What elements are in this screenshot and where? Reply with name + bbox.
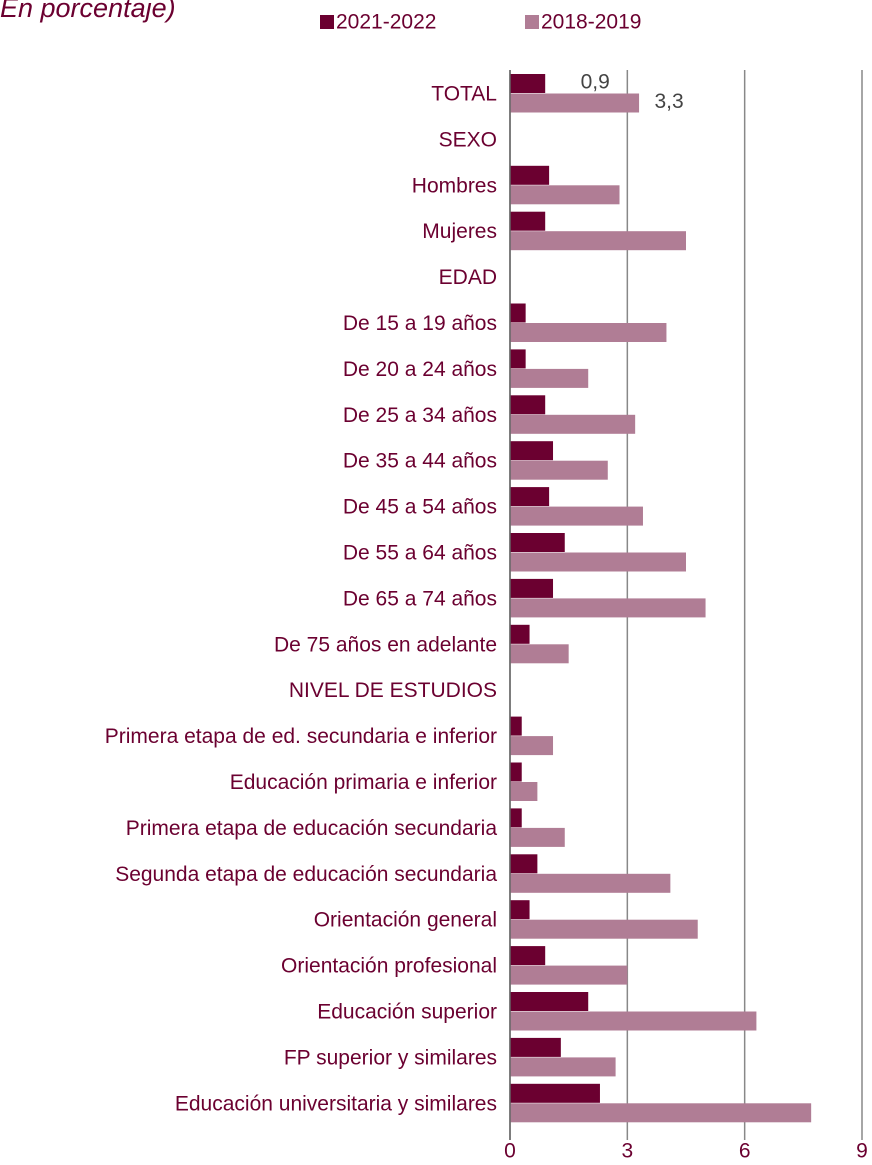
bar xyxy=(510,598,706,618)
y-tick-label: FP superior y similares xyxy=(284,1046,497,1069)
bar xyxy=(510,1037,561,1057)
bar xyxy=(510,487,550,507)
y-tick-label: Orientación profesional xyxy=(281,955,497,978)
y-tick-label: De 35 a 44 años xyxy=(343,450,497,473)
bar xyxy=(510,827,565,847)
bar xyxy=(510,1103,812,1123)
bar xyxy=(510,414,636,434)
bar xyxy=(510,992,589,1011)
bar xyxy=(510,578,554,598)
data-label: 0,9 xyxy=(581,71,610,94)
legend-label: 2018-2019 xyxy=(541,11,641,34)
bar xyxy=(510,303,526,323)
y-tick-label: Hombres xyxy=(412,174,497,197)
bar xyxy=(510,782,538,801)
chart-title: En porcentaje) xyxy=(0,0,176,23)
bar xyxy=(510,74,546,93)
y-tick-label: De 75 años en adelante xyxy=(274,633,497,656)
legend-label: 2021-2022 xyxy=(336,11,436,34)
bar xyxy=(510,965,628,985)
bar xyxy=(510,211,546,231)
bar xyxy=(510,736,554,756)
bar xyxy=(510,873,671,893)
legend-swatch xyxy=(320,15,334,29)
bar xyxy=(510,552,686,572)
bar xyxy=(510,165,550,185)
y-tick-label: De 45 a 54 años xyxy=(343,496,497,519)
bar xyxy=(510,808,522,828)
y-tick-label: Educación primaria e inferior xyxy=(230,771,497,794)
y-tick-label: De 65 a 74 años xyxy=(343,587,497,610)
y-tick-label: Educación universitaria y similares xyxy=(175,1092,497,1115)
y-tick-label: Primera etapa de ed. secundaria e inferi… xyxy=(105,725,497,748)
bar xyxy=(510,946,546,966)
x-tick-label: 0 xyxy=(504,1140,516,1163)
bar xyxy=(510,93,640,113)
bar xyxy=(510,506,643,526)
bar xyxy=(510,1011,757,1031)
bar xyxy=(510,349,526,369)
bar xyxy=(510,644,569,664)
y-tick-label: TOTAL xyxy=(431,83,497,106)
bar xyxy=(510,762,522,782)
bar xyxy=(510,900,530,920)
bar xyxy=(510,716,522,736)
x-tick-label: 6 xyxy=(739,1140,751,1163)
x-tick-label: 3 xyxy=(621,1140,633,1163)
bar xyxy=(510,395,546,415)
bar xyxy=(510,624,530,644)
bar xyxy=(510,919,698,939)
bar xyxy=(510,368,589,388)
y-tick-label: NIVEL DE ESTUDIOS xyxy=(289,679,497,702)
y-tick-label: Segunda etapa de educación secundaria xyxy=(115,863,497,886)
bar xyxy=(510,1057,616,1077)
y-tick-label: Orientación general xyxy=(314,909,497,932)
y-tick-label: De 20 a 24 años xyxy=(343,358,497,381)
x-tick-label: 9 xyxy=(856,1140,868,1163)
y-tick-label: SEXO xyxy=(439,128,497,151)
y-tick-label: Primera etapa de educación secundaria xyxy=(126,817,498,840)
bar xyxy=(510,1083,600,1103)
bar xyxy=(510,231,686,251)
y-tick-label: Mujeres xyxy=(422,220,497,243)
y-tick-label: De 25 a 34 años xyxy=(343,404,497,427)
bar xyxy=(510,441,554,461)
bar xyxy=(510,323,667,342)
legend-swatch xyxy=(525,15,539,29)
data-label: 3,3 xyxy=(654,90,683,113)
y-tick-label: Educación superior xyxy=(317,1001,497,1024)
y-tick-label: De 55 a 64 años xyxy=(343,542,497,565)
y-tick-label: De 15 a 19 años xyxy=(343,312,497,335)
bar xyxy=(510,533,565,552)
bar xyxy=(510,185,620,205)
bar xyxy=(510,854,538,874)
bar xyxy=(510,460,608,480)
y-tick-label: EDAD xyxy=(439,266,497,289)
